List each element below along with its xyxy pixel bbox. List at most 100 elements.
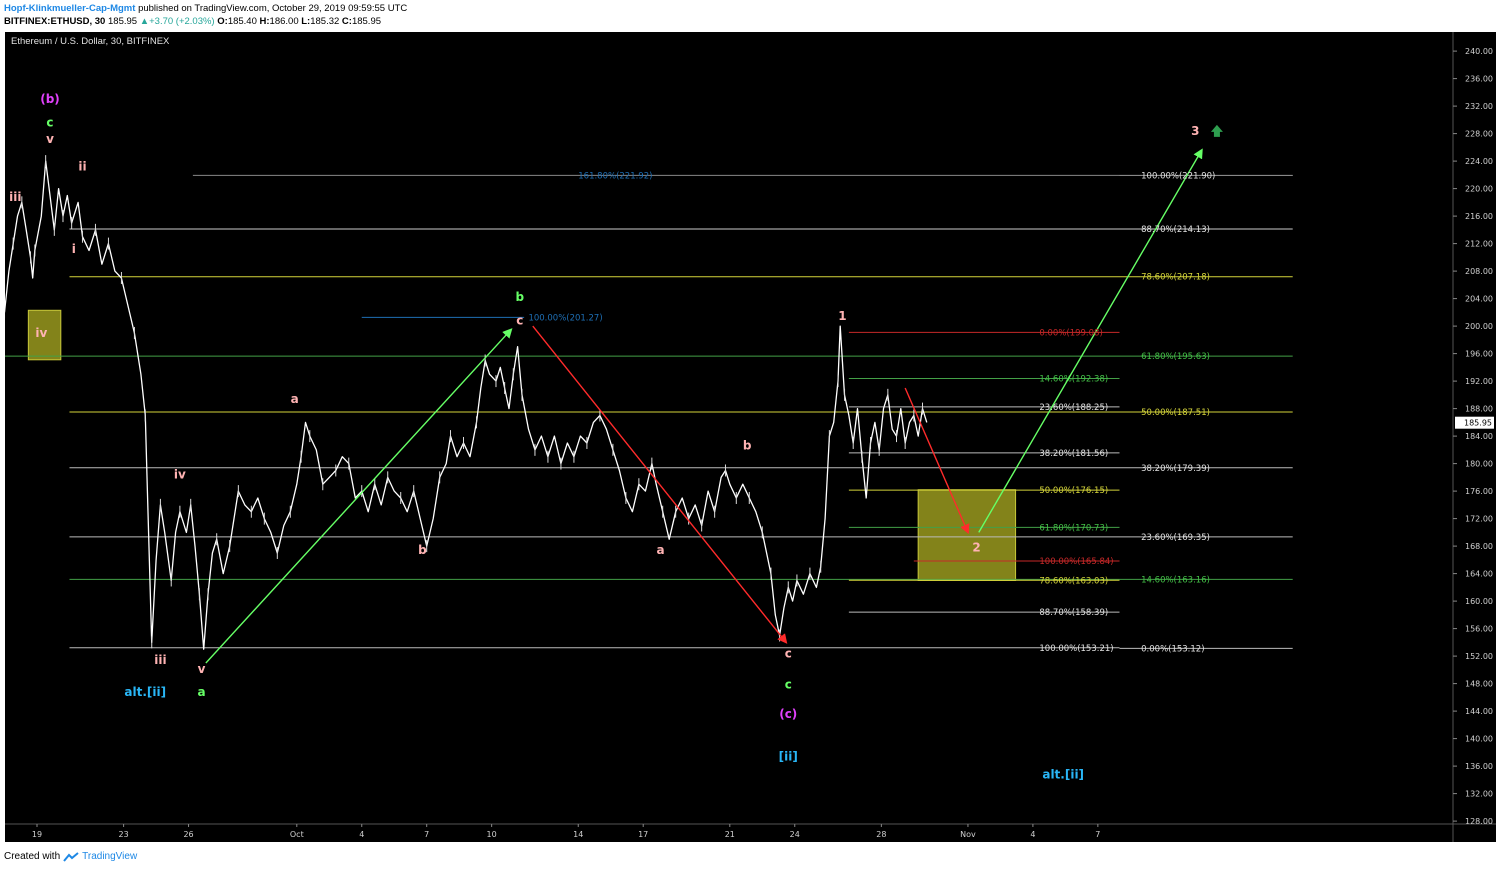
wave-projection-arrow [978, 148, 1203, 533]
price-tick-label: 200.00 [1465, 322, 1493, 331]
date-tick-label: 28 [876, 830, 886, 839]
wave-label: b [743, 439, 752, 453]
wave-projection-arrow [904, 387, 970, 535]
wave-label: i [72, 242, 76, 256]
price-line [5, 160, 928, 650]
price-tick-label: 216.00 [1465, 212, 1493, 221]
price-tick-label: 220.00 [1465, 185, 1493, 194]
plot-area [5, 32, 1453, 824]
date-tick-label: 23 [119, 830, 129, 839]
wave-label: b [515, 290, 524, 304]
wave-label: (b) [40, 92, 60, 106]
wave-label: 3 [1191, 124, 1199, 138]
open-value: 185.40 [227, 16, 257, 27]
fib-level-label: 0.00%(153.12) [1141, 644, 1204, 654]
date-tick-label: 4 [1030, 830, 1035, 839]
wave-label: c [785, 646, 792, 660]
fib-level-label: 78.60%(207.18) [1141, 273, 1210, 283]
price-tick-label: 204.00 [1465, 295, 1493, 304]
price-tick-label: 196.00 [1465, 350, 1493, 359]
fib-level-label: 0.00%(199.08) [1039, 328, 1102, 338]
wave-label: [ii] [779, 749, 798, 763]
author-link[interactable]: Hopf-Klinkmueller-Cap-Mgmt [4, 3, 136, 14]
target-zone-box [917, 489, 1017, 581]
price-tick-label: 168.00 [1465, 542, 1493, 551]
date-tick-label: 4 [359, 830, 364, 839]
price-tick-label: 136.00 [1465, 762, 1493, 771]
current-price-label: 185.95 [1464, 419, 1492, 428]
price-tick-label: 208.00 [1465, 267, 1493, 276]
date-tick-label: 14 [573, 830, 583, 839]
price-tick-label: 144.00 [1465, 707, 1493, 716]
high-value: 186.00 [269, 16, 299, 27]
low-label: L: [301, 16, 311, 27]
wave-label: alt.[ii] [124, 685, 166, 699]
close-label: C: [341, 16, 352, 27]
wave-label: iv [35, 326, 47, 340]
fib-level-label: 23.60%(169.35) [1141, 533, 1210, 543]
wave-label: iii [154, 653, 166, 667]
price-tick-label: 152.00 [1465, 652, 1493, 661]
wave-label: iv [174, 468, 186, 482]
high-label: H: [259, 16, 270, 27]
publish-info: Hopf-Klinkmueller-Cap-Mgmt published on … [4, 3, 407, 14]
date-tick-label: Nov [960, 830, 976, 839]
fib-level-label: 14.60%(192.38) [1039, 374, 1108, 384]
date-tick-label: 24 [790, 830, 800, 839]
wave-label: alt.[ii] [1042, 767, 1084, 781]
price-tick-label: 184.00 [1465, 432, 1493, 441]
date-tick-label: Oct [290, 830, 304, 839]
fib-level-label: 14.60%(163.16) [1141, 575, 1210, 585]
date-tick-label: 26 [183, 830, 193, 839]
fib-level-label: 100.00%(201.27) [528, 313, 602, 323]
open-label: O: [217, 16, 228, 27]
wave-label: v [46, 132, 54, 146]
fib-level-label: 88.70%(158.39) [1039, 608, 1108, 618]
fib-level-label: 61.80%(195.63) [1141, 352, 1210, 362]
fib-level-label: 50.00%(187.51) [1141, 408, 1210, 418]
wave-projection-arrow [205, 328, 513, 664]
price-tick-label: 172.00 [1465, 515, 1493, 524]
symbol-name: BITFINEX:ETHUSD, 30 [4, 16, 106, 27]
wave-label: c [516, 314, 523, 328]
symbol-info: BITFINEX:ETHUSD, 30 185.95 ▲+3.70 (+2.03… [4, 16, 381, 27]
low-value: 185.32 [310, 16, 340, 27]
price-tick-label: 192.00 [1465, 377, 1493, 386]
fib-level-label: 100.00%(165.84) [1039, 557, 1113, 567]
price-tick-label: 148.00 [1465, 680, 1493, 689]
wave-label: a [656, 543, 664, 557]
published-text: published on TradingView.com, October 29… [138, 3, 408, 14]
up-arrow-icon [1210, 124, 1223, 137]
price-tick-label: 132.00 [1465, 790, 1493, 799]
fib-level-label: 161.80%(221.92) [578, 171, 652, 181]
date-tick-label: 7 [1095, 830, 1100, 839]
date-tick-label: 21 [725, 830, 735, 839]
tradingview-brand[interactable]: TradingView [82, 851, 138, 862]
wave-label: a [291, 392, 299, 406]
plot-layer: 161.80%(221.92) 100.00%(221.90) 88.70%(214… [5, 92, 1293, 781]
date-tick-label: 17 [638, 830, 648, 839]
wave-label: v [198, 662, 206, 676]
wave-label: b [418, 543, 427, 557]
wave-label: c [785, 677, 792, 691]
price-tick-label: 156.00 [1465, 625, 1493, 634]
price-tick-label: 224.00 [1465, 157, 1493, 166]
wave-label: ii [78, 160, 86, 174]
target-zone-box [27, 309, 62, 361]
fib-level-label: 78.60%(163.03) [1039, 576, 1108, 586]
time-axis [5, 824, 1496, 842]
price-tick-label: 180.00 [1465, 460, 1493, 469]
fib-level-label: 38.20%(179.39) [1141, 464, 1210, 474]
date-tick-label: 19 [32, 830, 42, 839]
price-tick-label: 228.00 [1465, 130, 1493, 139]
price-tick-label: 140.00 [1465, 735, 1493, 744]
price-tick-label: 212.00 [1465, 240, 1493, 249]
fib-level-label: 100.00%(221.90) [1141, 172, 1215, 182]
wave-label: 1 [838, 309, 846, 323]
price-change: +3.70 (+2.03%) [149, 16, 215, 27]
price-tick-label: 164.00 [1465, 570, 1493, 579]
chart-title: Ethereum / U.S. Dollar, 30, BITFINEX [11, 36, 170, 47]
price-tick-label: 236.00 [1465, 75, 1493, 84]
price-chart[interactable]: 161.80%(221.92) 100.00%(221.90) 88.70%(214… [0, 31, 1500, 850]
wave-label: iii [9, 190, 21, 204]
